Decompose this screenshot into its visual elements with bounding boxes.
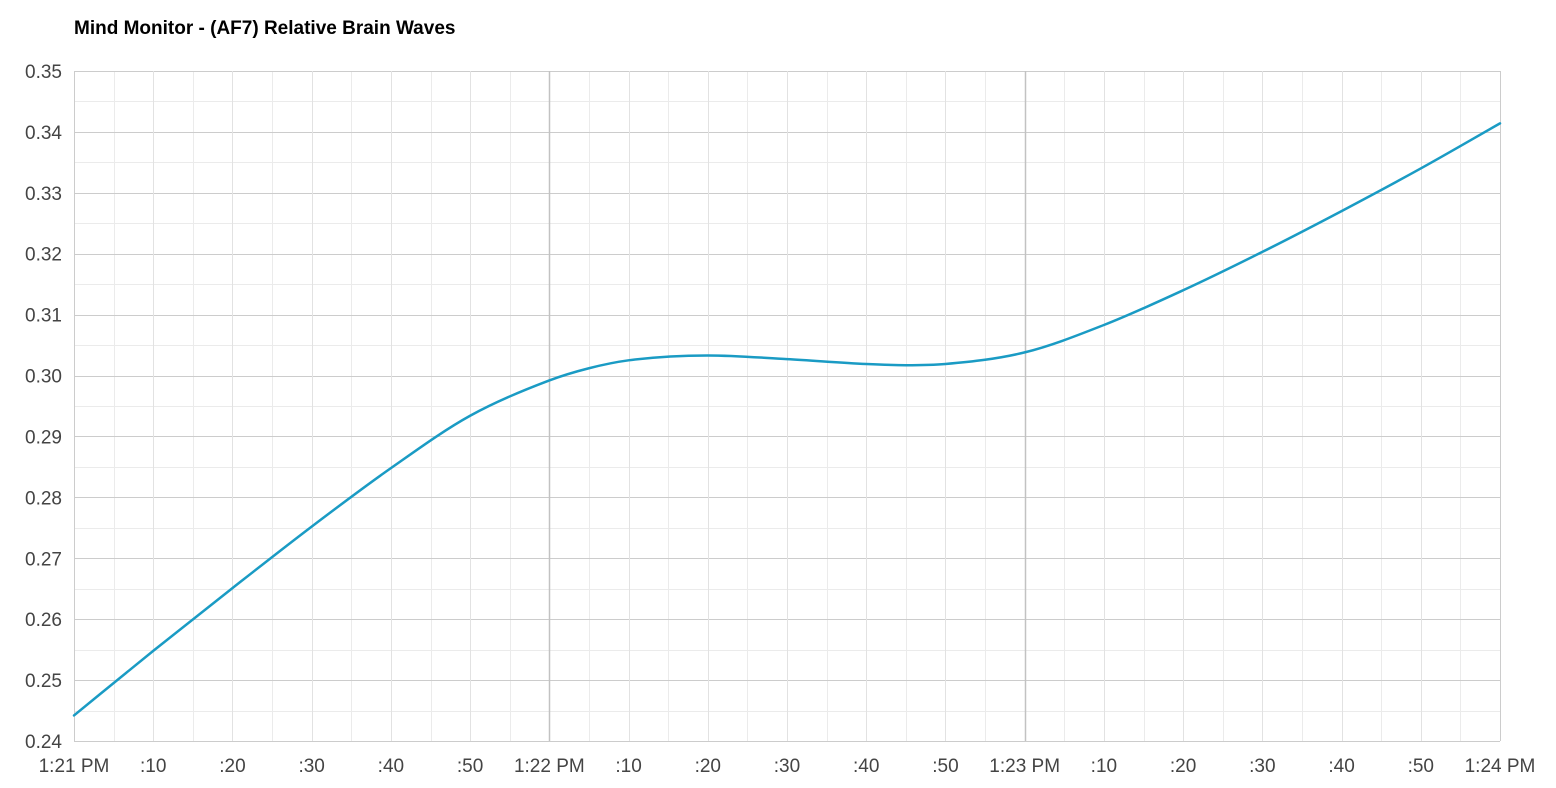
x-tick-label: :10 <box>1091 756 1117 777</box>
data-point <box>626 357 632 363</box>
x-axis-labels: 1:21 PM :10 :20 :30 :40 :50 1:22 PM :10 :20 :30 :4… <box>39 756 1536 777</box>
x-tick-label: :40 <box>378 756 404 777</box>
x-tick-label: :20 <box>1170 756 1196 777</box>
x-tick-label: :20 <box>695 756 721 777</box>
y-tick-label: 0.35 <box>25 62 62 83</box>
data-point <box>942 361 948 367</box>
data-point <box>229 585 235 591</box>
data-point <box>903 362 909 368</box>
data-point <box>71 712 77 718</box>
y-tick-label: 0.26 <box>25 610 62 631</box>
chart-title: Mind Monitor - (AF7) Relative Brain Wave… <box>74 18 455 39</box>
data-point <box>546 377 552 383</box>
data-point <box>388 465 394 471</box>
data-point <box>150 648 156 654</box>
x-tick-label: 1:23 PM <box>989 756 1060 777</box>
data-point <box>1101 322 1107 328</box>
x-tick-label: :40 <box>853 756 879 777</box>
x-tick-label: :30 <box>1249 756 1275 777</box>
data-point <box>1418 165 1424 171</box>
data-point <box>1022 349 1028 355</box>
data-point <box>863 361 869 367</box>
data-point <box>309 524 315 530</box>
x-tick-label: :10 <box>140 756 166 777</box>
data-point <box>705 352 711 358</box>
x-tick-label: :50 <box>457 756 483 777</box>
minor-gridlines <box>74 71 1500 741</box>
x-tick-label: :50 <box>932 756 958 777</box>
y-tick-label: 0.27 <box>25 549 62 570</box>
x-tick-label: 1:21 PM <box>39 756 110 777</box>
major-gridlines <box>74 71 1501 742</box>
y-tick-label: 0.29 <box>25 427 62 448</box>
y-tick-label: 0.32 <box>25 245 62 266</box>
x-tick-label: :10 <box>615 756 641 777</box>
x-tick-label: 1:22 PM <box>514 756 585 777</box>
series-line <box>72 122 1502 717</box>
x-tick-label: :50 <box>1408 756 1434 777</box>
y-axis-labels: 0.24 0.25 0.26 0.27 0.28 0.29 0.30 0.31 0.32 0.33… <box>25 62 62 753</box>
data-point <box>1259 249 1265 255</box>
y-tick-label: 0.33 <box>25 184 62 205</box>
series-layer <box>71 120 1503 718</box>
y-tick-label: 0.25 <box>25 671 62 692</box>
data-point <box>1180 287 1186 293</box>
y-tick-label: 0.34 <box>25 123 62 144</box>
data-point <box>586 365 592 371</box>
data-point <box>1497 120 1503 126</box>
x-tick-label: :30 <box>298 756 324 777</box>
y-tick-label: 0.28 <box>25 488 62 509</box>
data-point <box>784 356 790 362</box>
y-tick-label: 0.31 <box>25 306 62 327</box>
data-point <box>1339 208 1345 214</box>
y-tick-label: 0.24 <box>25 732 62 753</box>
data-point <box>467 413 473 419</box>
x-tick-label: :40 <box>1328 756 1354 777</box>
x-tick-label: :30 <box>774 756 800 777</box>
x-tick-label: :20 <box>219 756 245 777</box>
y-tick-label: 0.30 <box>25 367 62 388</box>
x-tick-label: 1:24 PM <box>1465 756 1536 777</box>
